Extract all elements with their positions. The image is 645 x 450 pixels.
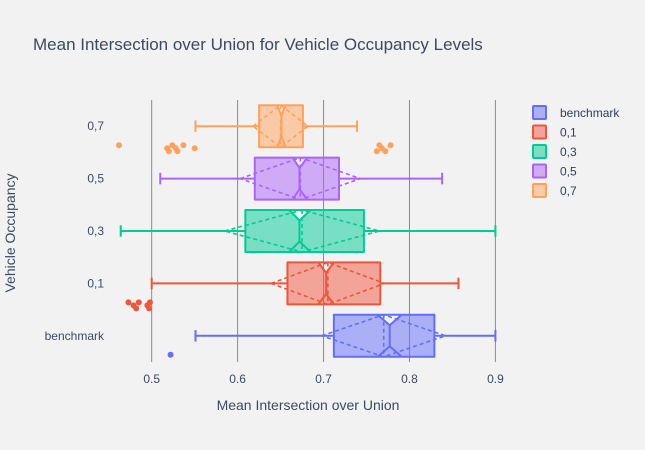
outlier-point[interactable] — [180, 142, 187, 149]
legend-swatch — [532, 183, 547, 198]
mean-sd-diamond — [251, 104, 310, 149]
box-trace[interactable] — [167, 313, 497, 358]
x-tick-label: 0.9 — [487, 372, 504, 386]
mean-sd-diamond — [268, 261, 387, 306]
legend-label: 0,7 — [560, 184, 577, 198]
box-trace[interactable] — [125, 261, 460, 312]
outlier-point[interactable] — [135, 299, 142, 306]
outlier-point[interactable] — [373, 148, 380, 155]
y-axis-ticks: benchmark 0,1 0,3 0,5 0,7 — [45, 119, 105, 343]
box-body — [286, 261, 382, 306]
legend-swatch — [532, 163, 547, 179]
legend[interactable]: benchmark 0,1 0,3 0,5 0,7 — [532, 105, 620, 198]
outlier-point[interactable] — [116, 142, 123, 149]
legend-item[interactable]: 0,7 — [532, 183, 577, 198]
legend-swatch — [532, 124, 547, 140]
outlier-point[interactable] — [146, 299, 153, 306]
y-tick-label: 0,7 — [87, 119, 104, 133]
outlier-point[interactable] — [174, 148, 181, 155]
outlier-point[interactable] — [387, 142, 394, 149]
x-tick-label: 0.8 — [401, 372, 418, 386]
box-trace[interactable] — [116, 104, 394, 155]
legend-label: benchmark — [560, 106, 620, 120]
outlier-point[interactable] — [133, 305, 140, 312]
outlier-point[interactable] — [165, 148, 172, 155]
y-axis-title: Vehicle Occupancy — [2, 173, 18, 292]
outlier-point[interactable] — [191, 145, 198, 152]
outlier-point[interactable] — [382, 148, 389, 155]
legend-item[interactable]: 0,5 — [532, 163, 577, 179]
x-tick-label: 0.5 — [143, 372, 160, 386]
y-tick-label: 0,3 — [87, 224, 104, 238]
legend-label: 0,5 — [560, 165, 577, 179]
mean-sd-diamond — [319, 313, 449, 358]
outlier-point[interactable] — [167, 351, 174, 358]
y-tick-label: 0,1 — [87, 276, 104, 290]
legend-swatch — [532, 105, 547, 120]
legend-label: 0,1 — [560, 126, 577, 140]
mean-sd-diamond — [237, 156, 363, 201]
legend-item[interactable]: 0,1 — [532, 124, 577, 140]
y-tick-label: 0,5 — [87, 172, 104, 186]
mean-sd-diamond — [221, 209, 383, 253]
chart-title: Mean Intersection over Union for Vehicle… — [33, 35, 483, 54]
legend-item[interactable]: 0,3 — [532, 144, 577, 159]
outlier-point[interactable] — [146, 305, 153, 312]
plot-area — [116, 104, 497, 358]
box-trace[interactable] — [119, 209, 497, 253]
box-trace[interactable] — [159, 156, 444, 201]
box-body — [244, 209, 365, 253]
y-tick-label: benchmark — [45, 329, 105, 343]
box-body — [253, 156, 341, 201]
x-axis-ticks: 0.5 0.6 0.7 0.8 0.9 — [143, 372, 504, 386]
legend-swatch — [532, 144, 547, 159]
legend-item[interactable]: benchmark — [532, 105, 620, 120]
x-tick-label: 0.7 — [315, 372, 332, 386]
x-axis-title: Mean Intersection over Union — [217, 397, 400, 413]
x-tick-label: 0.6 — [229, 372, 246, 386]
outlier-point[interactable] — [125, 299, 132, 306]
legend-label: 0,3 — [560, 145, 577, 159]
